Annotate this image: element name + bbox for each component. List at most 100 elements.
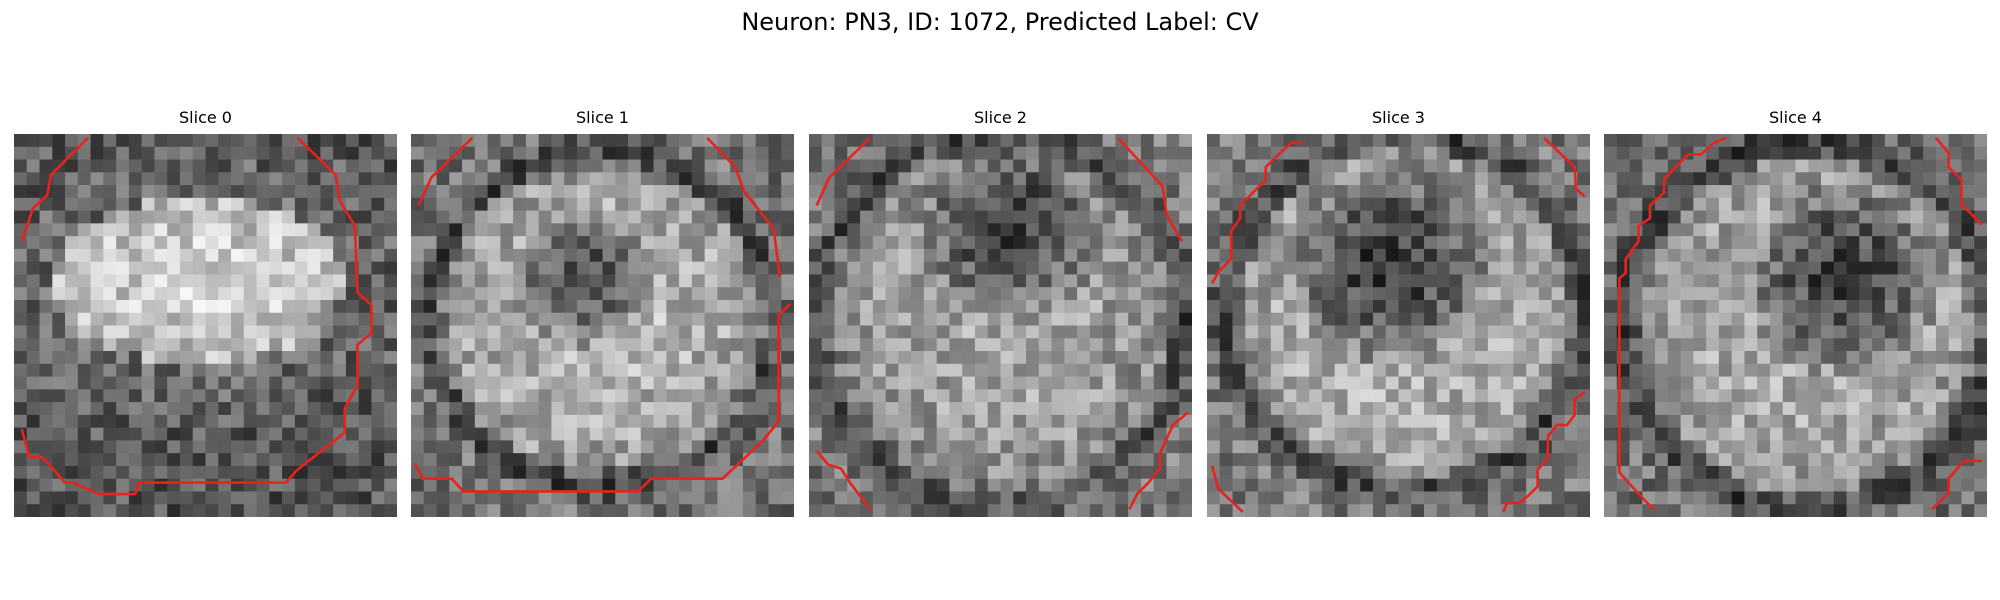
pixel [371,299,385,314]
pixel [128,465,143,480]
pixel [936,210,950,224]
pixel [1923,197,1937,211]
pixel [1872,223,1886,237]
pixel [1731,274,1745,288]
pixel [1744,504,1758,517]
pixel [1757,338,1771,352]
pixel [1449,248,1463,263]
pixel [1833,134,1847,148]
pixel [1372,376,1387,390]
pixel [14,402,28,416]
pixel [551,453,565,467]
pixel [1974,465,1987,480]
pixel [834,197,848,211]
pixel [1642,274,1656,288]
pixel [923,223,938,237]
pixel [898,236,912,250]
pixel [1935,389,1950,403]
pixel [1179,389,1192,403]
pixel [1718,261,1733,275]
pixel [205,491,219,505]
pixel [500,312,514,326]
pixel [1884,363,1899,377]
pixel [872,427,886,441]
pixel [231,185,245,199]
pixel [1000,146,1014,160]
pixel [116,414,130,429]
pixel [1166,172,1180,186]
pixel [282,351,296,365]
pixel [589,299,603,314]
pixel [602,351,616,365]
pixel [1680,325,1694,339]
pixel [1846,287,1860,301]
pixel [1038,146,1052,160]
pixel [987,236,1001,250]
pixel [154,491,168,505]
pixel [1232,389,1246,403]
pixel [809,312,823,326]
pixel [949,172,963,186]
pixel [1449,427,1463,441]
pixel [77,376,91,390]
pixel [358,465,372,480]
pixel [358,491,372,505]
pixel [474,453,488,467]
pixel [1538,351,1553,365]
pixel [218,504,232,517]
pixel [1667,287,1681,301]
pixel [26,504,40,517]
pixel [1935,414,1950,429]
pixel [755,504,769,517]
pixel [1166,351,1180,365]
pixel [1411,465,1425,480]
pixel [615,427,629,441]
pixel [411,351,425,365]
pixel [742,478,757,492]
pixel [1859,440,1873,454]
pixel [1398,236,1412,250]
pixel [1577,312,1590,326]
pixel [809,146,823,160]
pixel [1051,465,1065,480]
contour-line [415,304,790,492]
pixel [974,172,989,186]
pixel [1207,440,1221,454]
pixel [1667,402,1681,416]
pixel [742,236,757,250]
pixel [411,478,425,492]
pixel [1296,338,1310,352]
pixel-grid [14,134,397,517]
pixel [449,414,463,429]
pixel [1115,351,1129,365]
pixel [1897,325,1911,339]
pixel [1897,414,1911,429]
pixel [1347,453,1361,467]
pixel [282,159,296,173]
pixel [898,351,912,365]
pixel [1884,402,1899,416]
pixel [1910,134,1924,148]
pixel [500,338,514,352]
pixel [282,312,296,326]
pixel [1782,363,1796,377]
pixel [987,389,1001,403]
pixel [809,363,823,377]
pixel [1000,223,1014,237]
pixel [551,478,565,492]
pixel [1258,134,1272,148]
pixel [243,197,257,211]
pixel [500,248,514,263]
pixel [52,351,66,365]
pixel [1884,197,1899,211]
pixel [602,185,616,199]
pixel [781,414,794,429]
pixel [1642,440,1656,454]
pixel [192,465,206,480]
pixel [1731,185,1745,199]
pixel [1961,338,1975,352]
pixel [1795,261,1809,275]
pixel [1935,236,1950,250]
pixel [1655,402,1669,416]
pixel [781,185,794,199]
